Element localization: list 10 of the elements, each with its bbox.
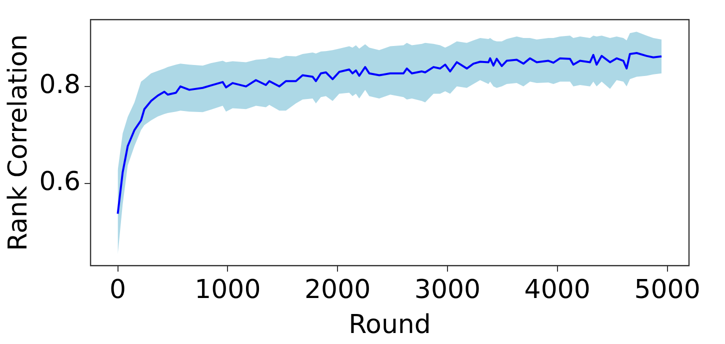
x-tick-label: 4000 — [524, 274, 590, 305]
y-tick-label: 0.6 — [39, 167, 81, 198]
x-tick-label: 5000 — [634, 274, 700, 305]
x-tick-label: 0 — [109, 274, 126, 305]
y-tick-label: 0.8 — [39, 70, 81, 100]
x-tick-label: 1000 — [194, 274, 261, 305]
x-tick-label: 3000 — [414, 274, 481, 305]
y-axis-title: Rank Correlation — [3, 34, 34, 251]
x-tick-label: 2000 — [304, 274, 371, 305]
x-axis-title: Round — [348, 310, 431, 340]
